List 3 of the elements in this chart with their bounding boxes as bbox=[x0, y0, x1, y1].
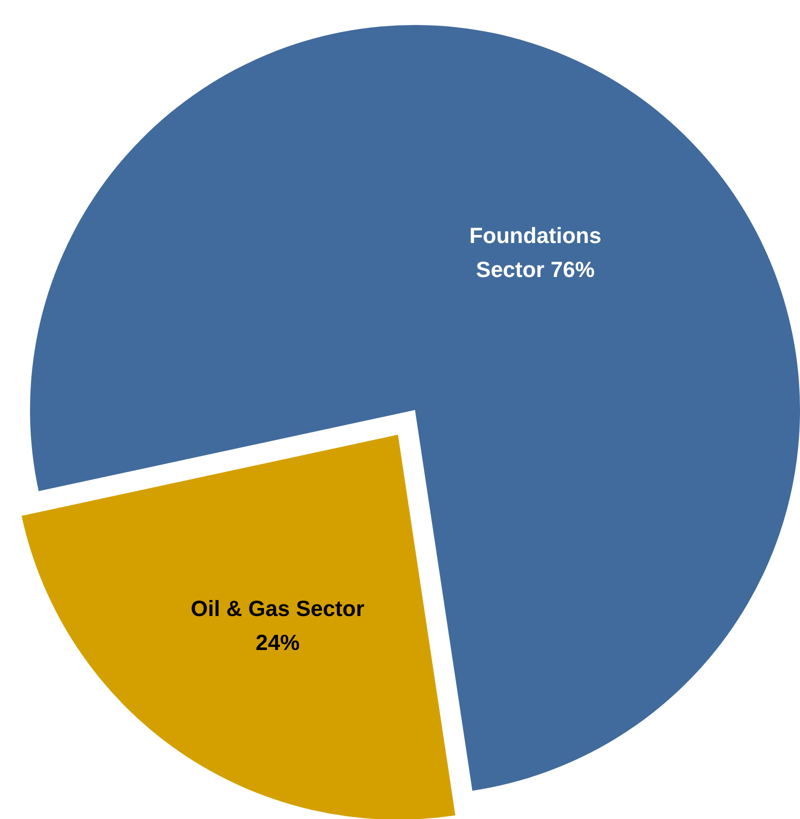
slice-label: Oil & Gas Sector bbox=[190, 596, 365, 621]
data-label: 24% bbox=[256, 630, 300, 655]
slice-label: Foundations Sector 76% bbox=[469, 222, 602, 282]
